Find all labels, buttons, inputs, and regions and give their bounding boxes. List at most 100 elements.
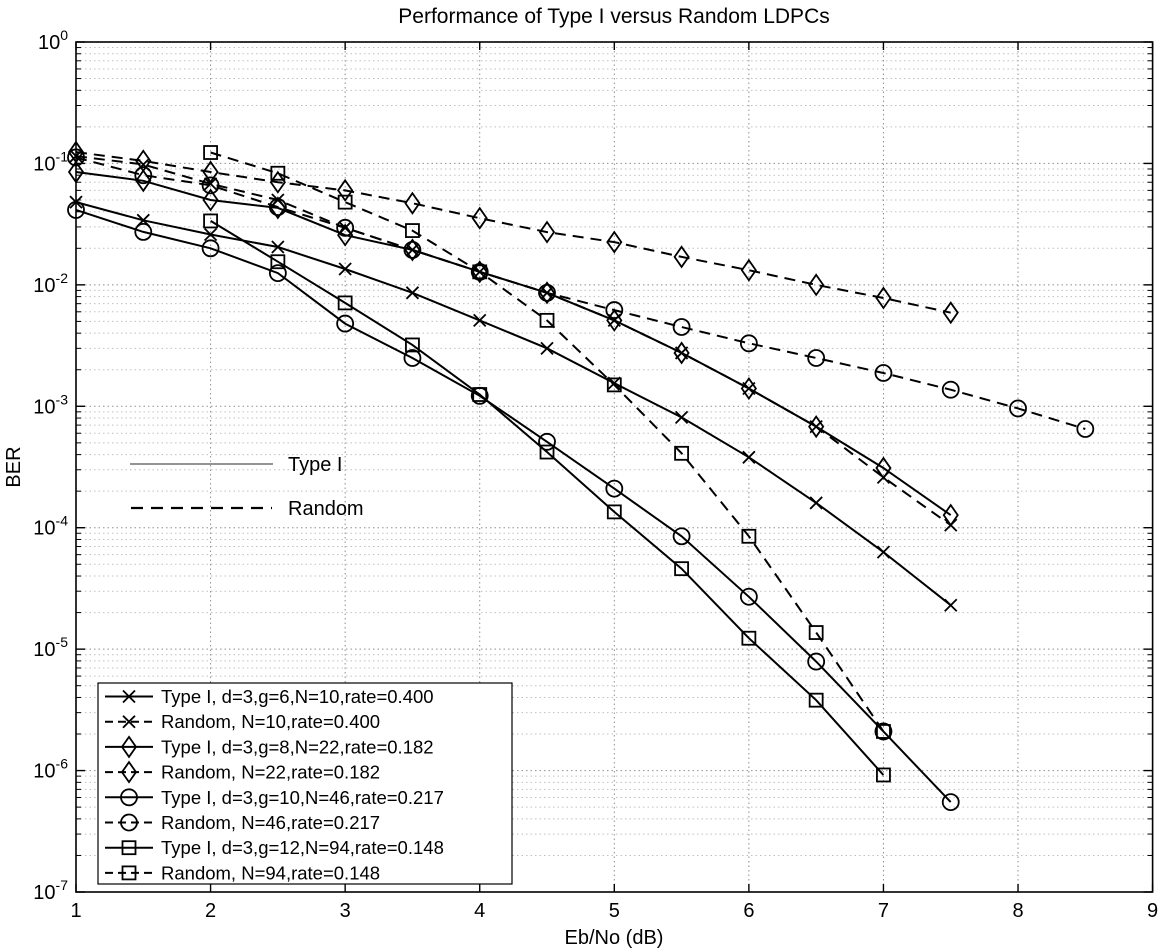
x-tick-label: 6 [743,900,754,922]
series-marker-circle [739,587,758,606]
series-marker-square [674,445,689,461]
series-marker-circle [1009,399,1027,418]
series-marker-x [338,262,352,276]
series-marker-diamond [673,245,690,269]
x-tick-label: 5 [609,900,620,922]
legend-marker-diamond [120,760,138,784]
series-marker-x [944,598,958,612]
y-tick-label: 10-7 [33,877,68,904]
series-marker-circle [470,262,489,281]
legend-label: Type I, d=3,g=12,N=94,rate=0.148 [161,837,444,858]
legend-entry: Random, N=22,rate=0.182 [105,760,380,784]
series-marker-square [203,145,218,160]
series-marker-diamond [538,281,556,305]
legend-entry: Type I, d=3,g=10,N=46,rate=0.217 [105,787,444,808]
series-marker-diamond [673,341,690,365]
series-marker-x [742,450,756,464]
y-tick-label: 10-1 [33,148,68,175]
legend-marker-x [122,715,136,729]
x-tick-label: 8 [1012,900,1023,922]
series-marker-x [809,496,823,510]
series-line [210,220,885,776]
series-marker-diamond [808,415,825,439]
series-marker-square [472,387,488,402]
series-marker-x [540,341,554,355]
series-marker-square [808,692,824,708]
series-marker-x [876,545,891,559]
series-marker-diamond [202,160,219,184]
x-tick-label: 9 [1147,900,1158,922]
ticklabel-layer: 1 2 3 4 5 6 7 8 9 100 10-1 10-2 10-3 10-4 10-5 10-6 10-7 [33,27,1158,922]
series-marker-x [405,286,420,300]
series-marker-square [337,194,353,210]
series-marker-circle [403,241,422,259]
legend-entry: Random, N=10,rate=0.400 [105,711,380,732]
series-marker-circle [941,380,960,399]
legend-entry: Type I, d=3,g=12,N=94,rate=0.148 [105,837,444,858]
legend-marker-x [122,689,136,704]
series-marker-diamond [942,301,959,325]
legend-label: Random, N=10,rate=0.400 [161,711,380,732]
series-marker-circle [605,479,624,498]
series-5 [67,148,1095,438]
series-marker-diamond [471,206,488,230]
legend-entry: Random, N=94,rate=0.148 [105,862,380,883]
series-line [75,151,951,314]
series-marker-circle [672,318,691,336]
series-4 [67,201,960,811]
series-marker-square [876,767,891,783]
y-axis-label: BER [3,446,25,487]
series-marker-square [539,444,555,460]
x-tick-label: 2 [205,900,216,922]
y-tick-label: 100 [38,27,68,54]
series-marker-diamond [135,149,152,173]
series-layer [67,140,1095,811]
series-marker-x [271,240,285,254]
series-marker-circle [941,793,960,811]
series-marker-square [405,223,420,238]
legend-marker-square [121,840,137,856]
x-tick-label: 4 [474,900,485,922]
series-marker-circle [1076,420,1095,438]
series-marker-square [203,213,218,229]
series-marker-x [473,313,487,328]
series-marker-square [405,337,420,353]
legend-marker-square [121,865,137,881]
series-marker-square [741,528,757,544]
series-marker-square [606,377,622,393]
chart-title: Performance of Type I versus Random LDPC… [398,5,829,28]
legend-label: Type I, d=3,g=6,N=10,rate=0.400 [161,686,434,707]
legend-label: Random, N=94,rate=0.148 [161,862,380,883]
series-marker-circle [134,222,153,241]
x-tick-label: 1 [70,900,81,922]
series-marker-x [203,177,218,191]
series-marker-square [606,504,622,520]
series-marker-circle [538,283,556,302]
series-marker-square [741,630,757,646]
series-line [75,156,1086,430]
series-line [75,201,952,606]
annotation-solid-label: Type I [288,454,342,476]
series-7 [203,145,891,739]
series-marker-square [674,561,689,577]
legend-box [97,682,513,885]
x-axis-label: Eb/No (dB) [565,927,664,949]
series-marker-square [876,724,891,739]
series-line [75,208,952,803]
series-marker-square [270,165,286,181]
series-marker-diamond [942,503,959,527]
x-tick-label: 7 [878,900,889,922]
series-marker-circle [874,364,893,382]
y-tick-label: 10-3 [33,391,68,418]
x-tick-label: 3 [340,900,351,922]
y-tick-label: 10-5 [33,634,68,661]
series-marker-x [203,227,218,242]
legend-label: Type I, d=3,g=10,N=46,rate=0.217 [161,787,444,808]
series-marker-diamond [875,456,892,480]
series-marker-square [472,264,488,280]
y-tick-label: 10-6 [33,756,68,783]
series-marker-circle [403,349,422,367]
series-marker-diamond [808,273,825,297]
series-line [210,151,885,732]
